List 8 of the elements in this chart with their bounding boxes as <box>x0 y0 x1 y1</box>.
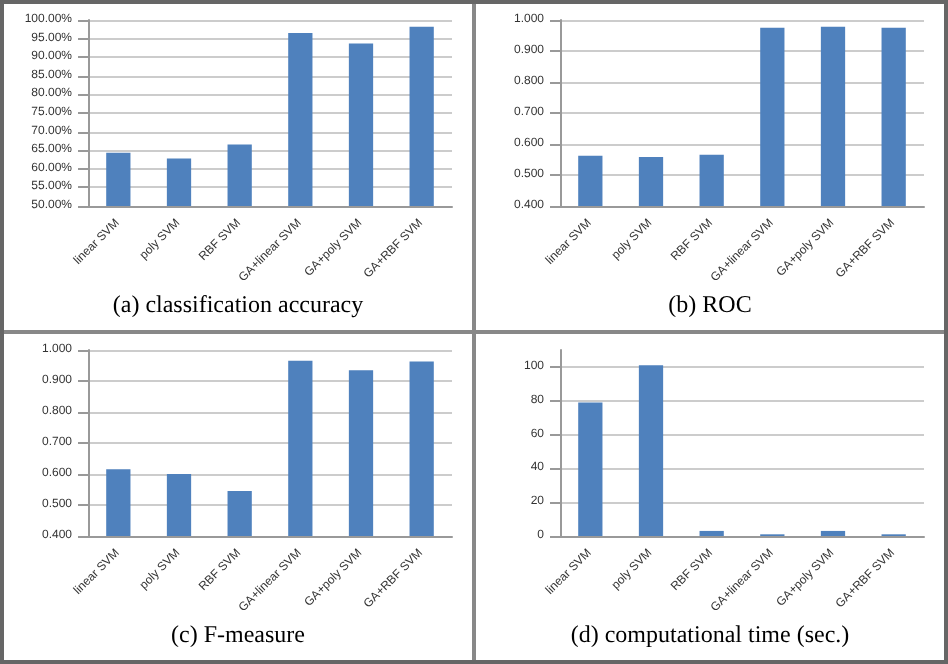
bar <box>578 402 603 536</box>
text: (d) computational time (sec.) <box>570 620 850 648</box>
text: (a) classification accuracy <box>112 290 364 318</box>
bar <box>820 530 846 536</box>
bar <box>638 365 664 536</box>
text: (b) ROC <box>668 290 752 318</box>
bar <box>699 530 724 536</box>
text: (c) F-measure <box>171 620 305 648</box>
